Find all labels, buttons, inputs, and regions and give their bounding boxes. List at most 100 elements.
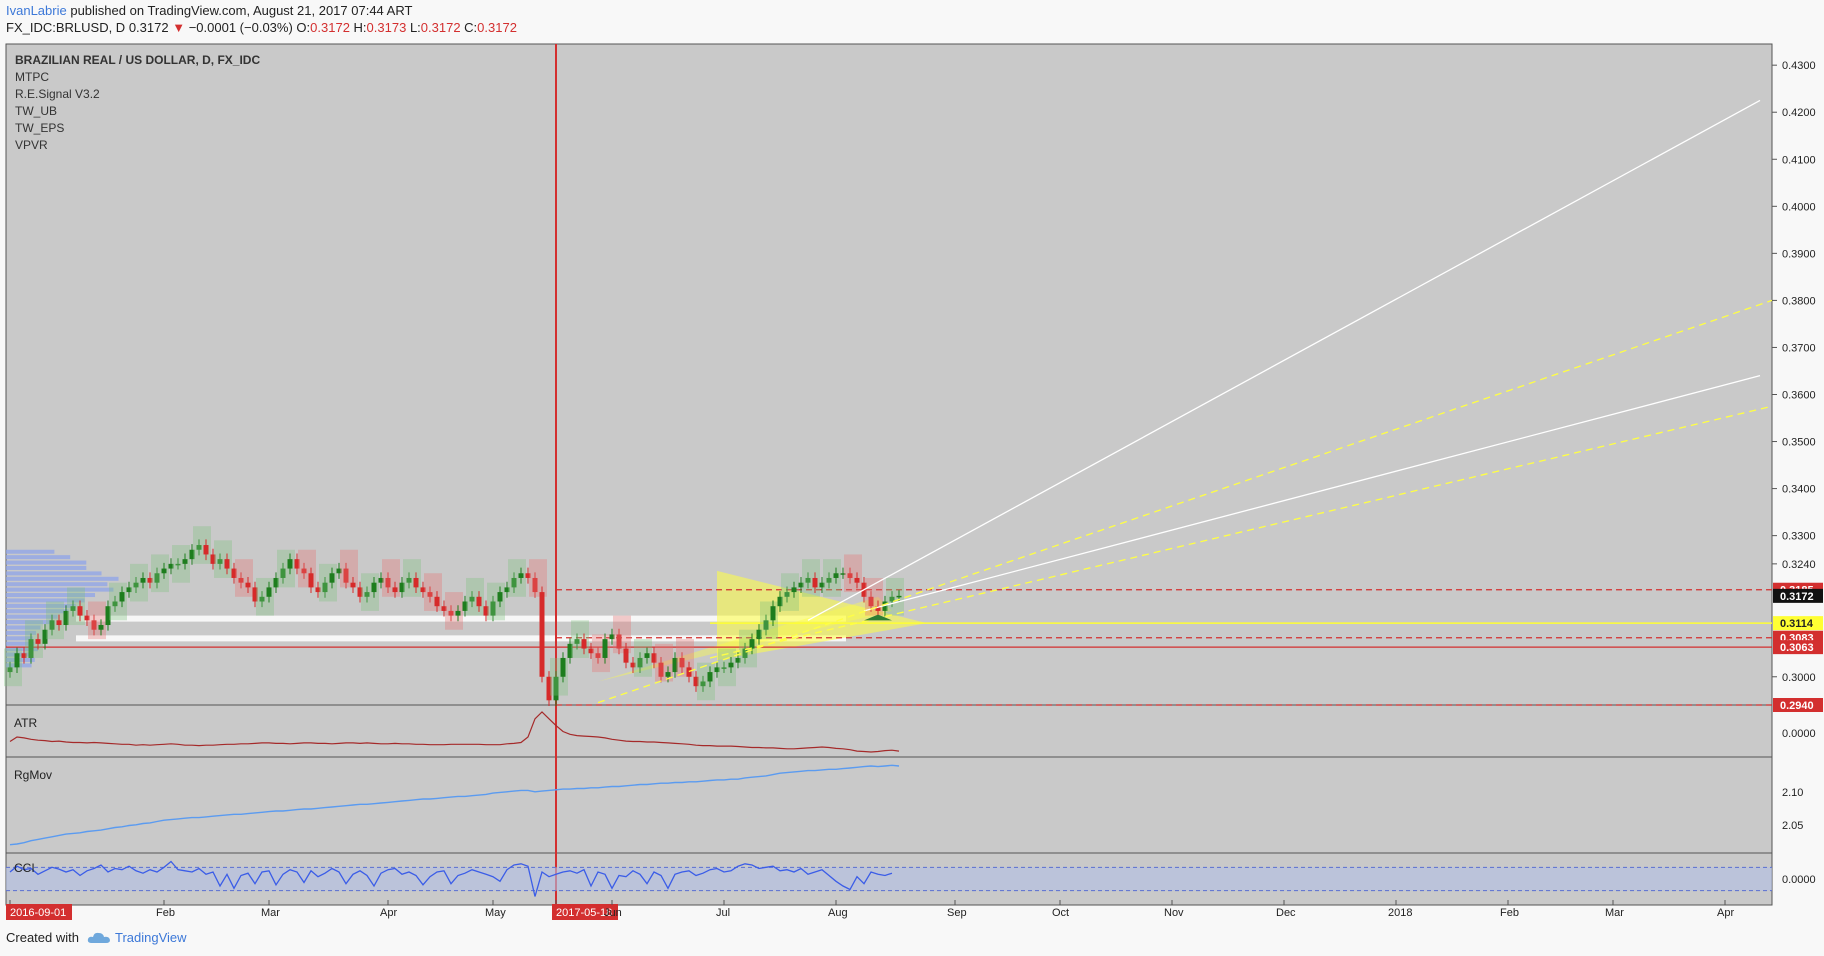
candle-body <box>687 667 692 676</box>
candle-body <box>729 663 734 668</box>
candle-body <box>897 596 902 598</box>
candle-body <box>36 639 41 644</box>
volume-profile-bar <box>6 577 119 581</box>
candle-body <box>603 639 608 658</box>
x-tick-label: Sep <box>947 907 967 919</box>
candle-body <box>246 583 251 588</box>
x-tick-label: Oct <box>1052 907 1069 919</box>
candle-body <box>120 592 125 601</box>
candle-body <box>708 672 713 681</box>
y-tick-label: 0.3300 <box>1782 531 1816 543</box>
candle-body <box>351 583 356 588</box>
candle-body <box>288 559 293 568</box>
price-tag-label: 0.3114 <box>1780 618 1814 630</box>
x-tick-label: Feb <box>156 907 175 919</box>
candle-body <box>519 573 524 578</box>
y-tick-label: 0.3000 <box>1782 672 1816 684</box>
y-tick-label: 0.3400 <box>1782 484 1816 496</box>
candle-body <box>372 583 377 592</box>
x-tick-label: Nov <box>1164 907 1184 919</box>
x-tick-label: May <box>485 907 506 919</box>
candle-body <box>456 611 461 616</box>
volume-profile-bar <box>6 588 113 592</box>
legend-item: BRAZILIAN REAL / US DOLLAR, D, FX_IDC <box>15 53 260 67</box>
volume-profile-bar <box>6 566 86 570</box>
x-tick-label: Aug <box>828 907 848 919</box>
y-tick-label: 0.0000 <box>1782 874 1816 886</box>
y-tick-label: 0.3240 <box>1782 559 1816 571</box>
candle-body <box>204 545 209 554</box>
y-tick-label: 0.4100 <box>1782 154 1816 166</box>
x-tick-label: Feb <box>1500 907 1519 919</box>
candle-body <box>267 587 272 596</box>
candle-body <box>540 592 545 677</box>
volume-profile-bar <box>6 561 86 565</box>
candle-body <box>435 597 440 606</box>
candle-body <box>855 578 860 583</box>
candle-body <box>414 578 419 587</box>
price-tag-label: 0.3063 <box>1780 642 1814 654</box>
y-tick-label: 0.3500 <box>1782 437 1816 449</box>
candle-body <box>183 559 188 564</box>
tradingview-brand[interactable]: TradingView <box>87 930 187 945</box>
candle-body <box>225 559 230 568</box>
candle-body <box>771 606 776 620</box>
volume-profile-bar <box>6 555 70 559</box>
legend-item: TW_EPS <box>15 121 64 135</box>
candle-body <box>141 578 146 583</box>
x-tick-label: Jun <box>604 907 622 919</box>
candle-body <box>624 649 629 663</box>
tradingview-text: TradingView <box>115 930 187 945</box>
candle-body <box>792 587 797 592</box>
signal-box <box>361 573 379 611</box>
candle-body <box>57 620 62 625</box>
volume-profile-bar <box>6 604 76 608</box>
y-tick-label: 0.3900 <box>1782 248 1816 260</box>
signal-box <box>697 663 715 701</box>
candle-body <box>15 653 20 667</box>
candle-body <box>99 625 104 630</box>
candle-body <box>393 587 398 592</box>
signal-box <box>613 616 631 654</box>
y-tick-label: 0.3800 <box>1782 295 1816 307</box>
candle-body <box>645 653 650 658</box>
legend-item: R.E.Signal V3.2 <box>15 87 100 101</box>
price-tag-label: 0.3172 <box>1780 591 1814 603</box>
y-tick-label: 0.4000 <box>1782 201 1816 213</box>
created-with-label: Created with <box>6 930 79 945</box>
cci-label: CCI <box>14 861 35 875</box>
x-tick-label: 2016-09-01 <box>10 907 66 919</box>
y-tick-label: 0.4300 <box>1782 60 1816 72</box>
x-tick-label: Apr <box>380 907 397 919</box>
y-tick-label: 2.10 <box>1782 787 1803 799</box>
candle-body <box>309 573 314 587</box>
cci-band <box>6 867 1772 890</box>
y-tick-label: 0.3600 <box>1782 389 1816 401</box>
candle-body <box>666 672 671 677</box>
candle-body <box>750 639 755 648</box>
candle-body <box>162 569 167 574</box>
x-tick-label: Mar <box>261 907 280 919</box>
price-chart[interactable]: ATRRgMovCCI 0.43000.42000.41000.40000.39… <box>0 0 1824 956</box>
candle-body <box>582 639 587 648</box>
legend-item: MTPC <box>15 70 49 84</box>
x-tick-label: Mar <box>1605 907 1624 919</box>
x-tick-label: 2018 <box>1388 907 1412 919</box>
candle-body <box>330 573 335 582</box>
signal-box <box>88 601 106 639</box>
chart-frame <box>6 44 1772 905</box>
y-tick-label: 0.0000 <box>1782 728 1816 740</box>
candle-body <box>561 658 566 677</box>
signal-box <box>235 559 253 597</box>
candle-body <box>78 606 83 615</box>
candle-body <box>477 597 482 606</box>
signal-box <box>844 554 862 592</box>
volume-profile-bar <box>6 550 54 554</box>
legend-item: TW_UB <box>15 104 57 118</box>
price-tag-label: 0.2940 <box>1780 700 1814 712</box>
atr-label: ATR <box>14 716 37 730</box>
volume-profile-bar <box>6 582 107 586</box>
tradingview-cloud-icon <box>87 931 111 945</box>
legend-item: VPVR <box>15 138 48 152</box>
candle-body <box>834 573 839 578</box>
